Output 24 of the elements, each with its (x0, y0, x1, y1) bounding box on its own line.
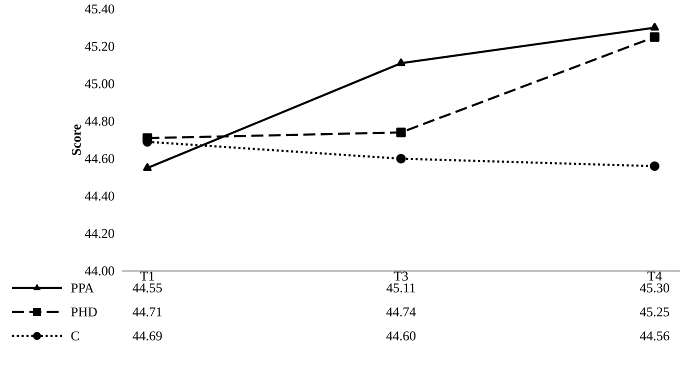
data-label: 44.60 (386, 331, 416, 340)
y-tick-label: 45.20 (84, 42, 114, 51)
data-label: 44.56 (640, 331, 670, 340)
y-tick-label: 44.60 (84, 154, 114, 164)
y-axis-title: Score (72, 124, 81, 156)
data-label: 45.30 (640, 283, 670, 292)
y-tick-label: 44.20 (84, 229, 114, 238)
data-label: 45.11 (386, 283, 415, 292)
y-tick-label: 44.00 (84, 266, 114, 276)
legend-label: PHD (71, 308, 97, 316)
data-label: 44.55 (132, 283, 162, 292)
data-label: 44.71 (132, 307, 162, 316)
data-label: 44.74 (386, 307, 416, 316)
data-label: 44.69 (132, 331, 162, 340)
y-tick-label: 45.40 (84, 4, 114, 14)
y-tick-label: 45.00 (84, 79, 114, 88)
legend-label: PPA (71, 284, 94, 292)
y-tick-label: 44.40 (84, 192, 114, 201)
legend-label: C (71, 331, 79, 340)
y-tick-label: 44.80 (84, 116, 114, 126)
data-label: 45.25 (640, 307, 670, 316)
x-tick-label: T1 (140, 272, 154, 280)
x-tick-label: T3 (394, 272, 408, 281)
x-tick-label: T4 (647, 272, 662, 280)
